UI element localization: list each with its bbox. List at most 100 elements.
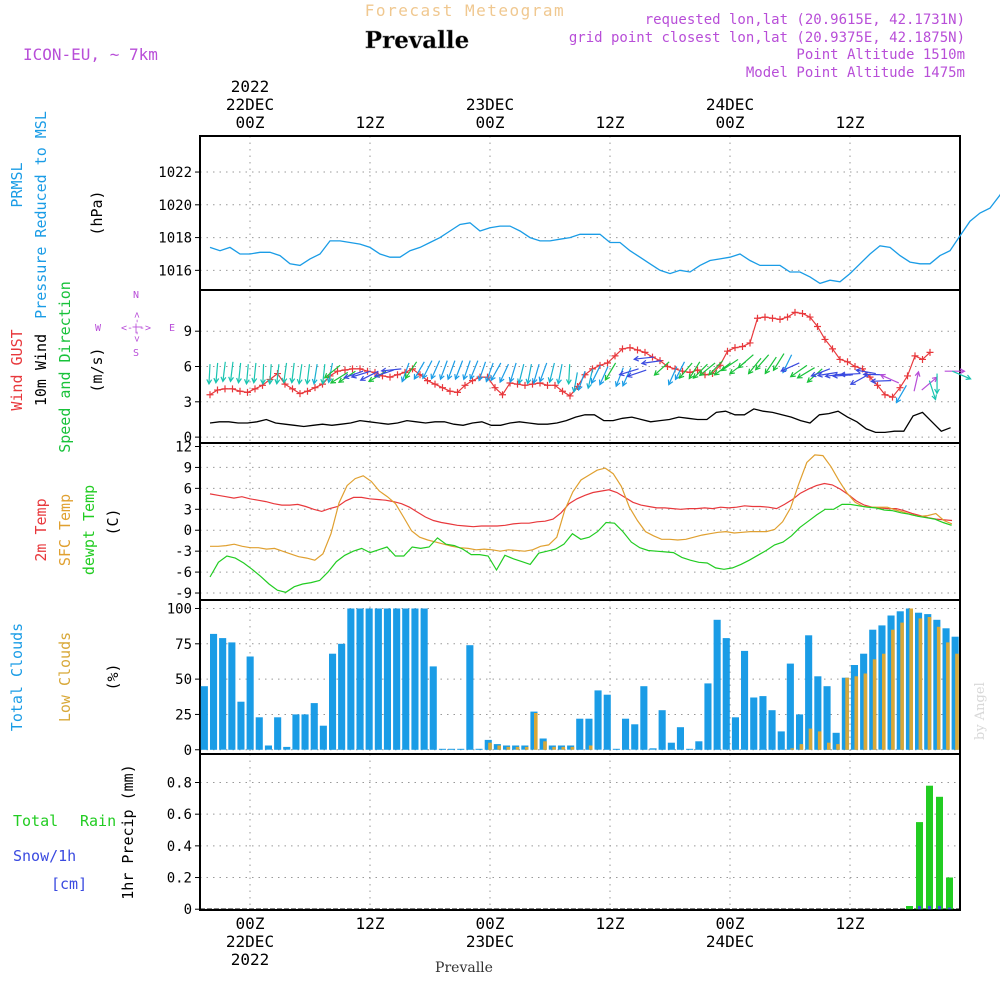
wind-arrow-head [477, 375, 484, 382]
wind-direction-arrow [678, 362, 693, 379]
wind-arrow-head [824, 372, 831, 379]
total-cloud-bar [383, 608, 391, 750]
wind-arrow-head [698, 370, 705, 377]
wind-arrow-head [525, 378, 532, 385]
total-cloud-bar [951, 636, 959, 750]
wind-arrow-head [508, 376, 515, 384]
wind-arrow-head [626, 372, 633, 378]
wind-arrow-head [236, 377, 242, 384]
ytick-label: 0 [184, 430, 192, 446]
ytick-label: 25 [175, 707, 192, 723]
total-cloud-bar [411, 608, 419, 750]
wind-direction-arrow [748, 357, 762, 375]
total-cloud-bar [457, 748, 465, 750]
wind-arrow-head [343, 373, 350, 380]
wind-arrow-head [577, 384, 583, 392]
precip-panel: 0 0.2 0.4 0.6 0.8 [167, 753, 961, 918]
gust-marker [769, 314, 776, 322]
gust-marker [251, 385, 259, 393]
pressure-panel: 1016 1018 1020 1022 [158, 135, 1000, 291]
wind-arrow-head [688, 373, 694, 380]
wind-arrow-head [692, 373, 699, 379]
wind-direction-arrow [439, 360, 448, 380]
total-cloud-bar [310, 703, 318, 750]
axis-label: 10m Wind [32, 334, 50, 406]
wind-direction-arrow [374, 369, 394, 378]
wind-direction-arrow [708, 360, 724, 376]
ytick-label: -9 [175, 586, 192, 602]
gust-marker [664, 363, 671, 370]
total-cloud-bar [283, 746, 291, 750]
low-cloud-bar [497, 745, 501, 750]
gust-marker [469, 377, 476, 385]
wind-direction-arrow [738, 354, 754, 369]
wind-arrow-head [737, 362, 744, 369]
ytick-label: 1016 [158, 263, 192, 279]
total-cloud-bar [237, 701, 245, 750]
wind-direction-arrow [604, 362, 617, 381]
snow-bar [918, 906, 921, 910]
wind-direction-arrow [401, 362, 410, 382]
axis-label: Speed and Direction [56, 281, 74, 453]
top-tick-label: 12Z [836, 113, 865, 132]
low-cloud-bar [799, 744, 804, 750]
footer-location: Prevalle [435, 960, 493, 976]
wind-arrow-head [206, 379, 213, 386]
wind-arrow-head [571, 386, 578, 394]
wind-arrow-head [499, 377, 505, 384]
gust-marker [304, 387, 311, 395]
gust-marker [919, 355, 926, 363]
wind-direction-arrow [668, 366, 678, 385]
gust-marker [566, 392, 574, 400]
total-cloud-bar [274, 717, 282, 750]
ytick-label: 0.8 [167, 776, 192, 792]
temp-line-dewpt-temp [209, 503, 952, 593]
precip-legend-label: [cm] [51, 875, 87, 893]
wind-arrow-head [720, 365, 727, 372]
wind-arrow-head [708, 369, 714, 376]
gust-marker [836, 355, 844, 363]
total-cloud-bar [722, 638, 730, 750]
total-cloud-bar [356, 608, 364, 750]
total-cloud-bar [631, 724, 639, 750]
wind-panel: 0 3 6 9 [184, 289, 972, 446]
ytick-label: 0 [184, 523, 192, 539]
gust-marker [896, 384, 904, 392]
wind-direction-arrow [276, 364, 280, 384]
clouds-panel: 0 25 50 75 100 [167, 599, 961, 759]
total-cloud-bar [658, 710, 666, 750]
total-cloud-bar [942, 628, 950, 750]
wind-arrow-head [618, 370, 625, 377]
gust-marker [746, 339, 754, 347]
wind-arrow-head [934, 388, 940, 395]
total-cloud-bar [393, 608, 401, 750]
wind-arrow-head [326, 377, 333, 384]
ytick-label: 0 [184, 743, 192, 759]
wind-direction-arrow [283, 362, 288, 383]
wind-arrow-head [323, 372, 330, 379]
wind-arrow-head [816, 371, 823, 378]
wind-direction-arrow [306, 364, 311, 384]
bottom-tick-label: 2022 [231, 950, 270, 969]
gust-marker [514, 380, 521, 388]
wind-arrow-head [531, 378, 538, 385]
axis-label: 1hr Precip (mm) [119, 764, 137, 899]
top-tick-label: 12Z [596, 113, 625, 132]
gust-marker [799, 310, 806, 318]
bottom-tick-label: 22DEC [226, 932, 274, 951]
gust-marker [626, 344, 634, 352]
wind-direction-arrow [913, 371, 920, 392]
wind-direction-arrow [215, 362, 219, 383]
wind-arrow-head [547, 377, 554, 384]
gust-marker [731, 344, 739, 352]
rain-bar [926, 785, 933, 910]
gust-marker [611, 352, 619, 360]
gust-marker [439, 384, 446, 392]
gust-marker [446, 387, 454, 395]
low-cloud-bar [946, 642, 950, 750]
gust-marker [349, 365, 356, 373]
gust-marker [334, 367, 341, 375]
top-tick-label: 22DEC [226, 95, 274, 114]
